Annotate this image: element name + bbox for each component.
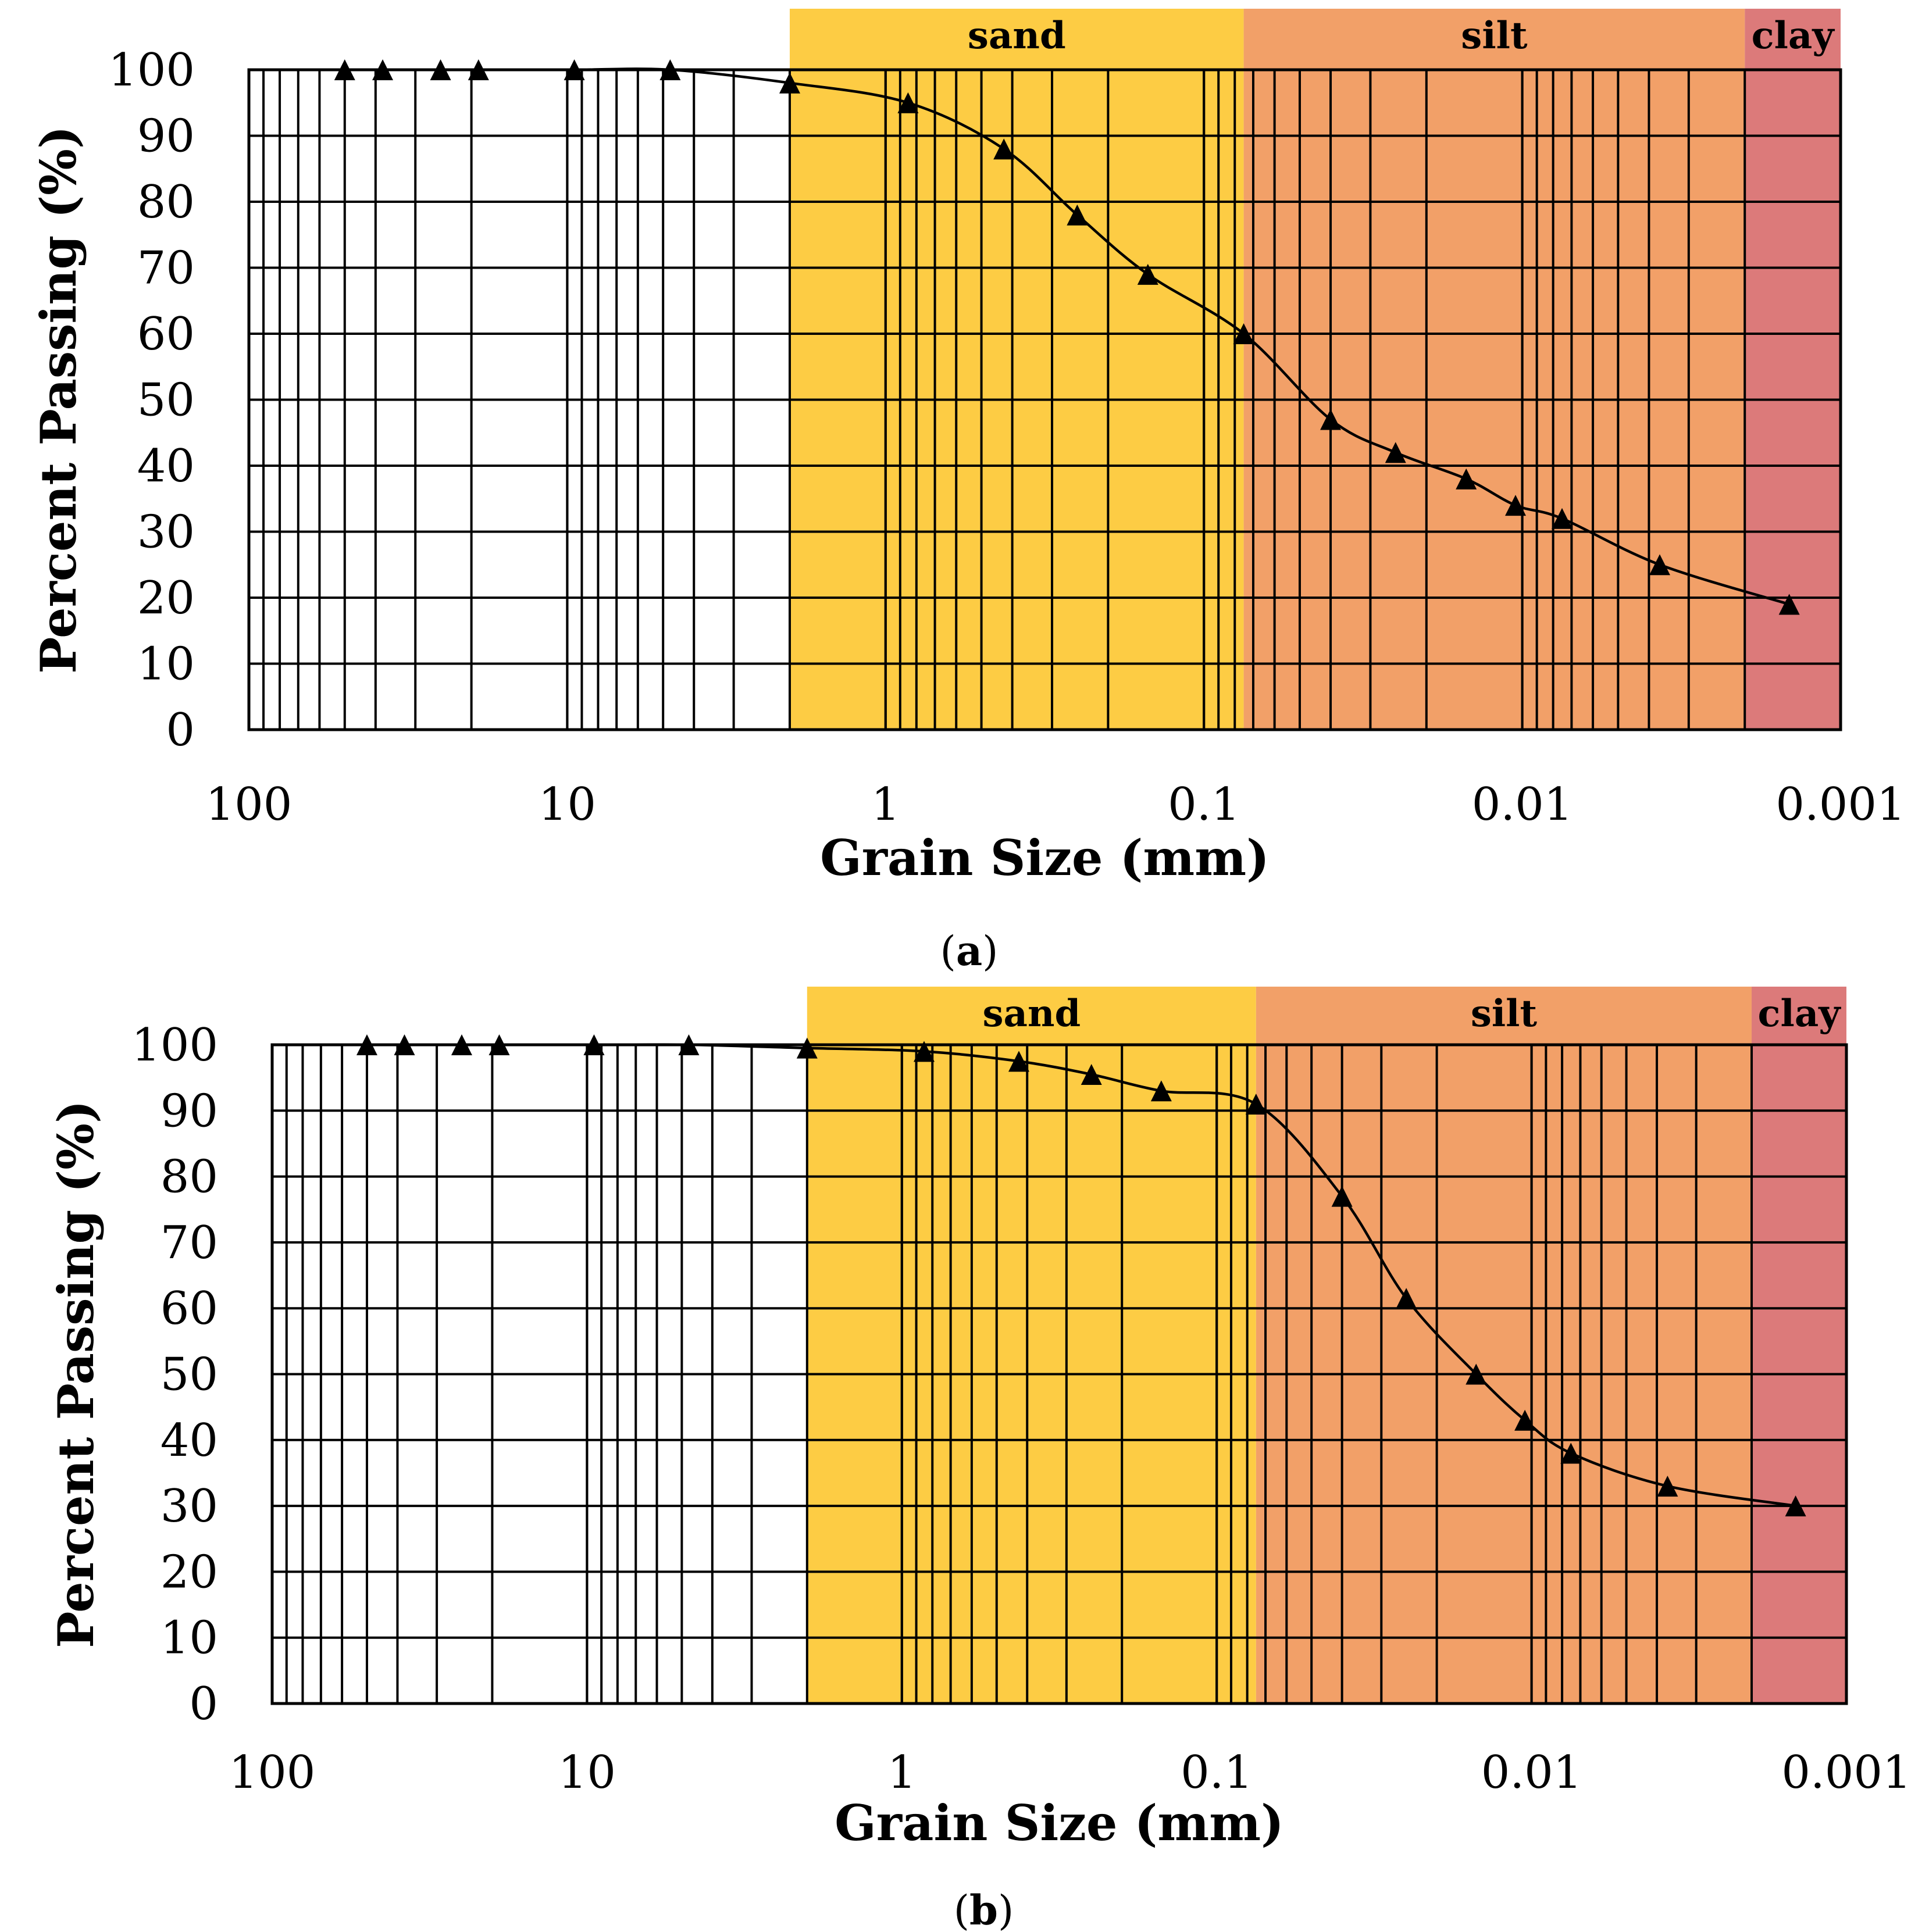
data-point-marker [1649,554,1670,576]
x-tick-label: 10 [558,1747,616,1799]
y-tick-label: 40 [161,1415,218,1467]
zone-band-sand [790,9,1244,730]
y-axis-label: Percent Passing (%) [47,1100,105,1648]
data-point-marker [779,72,801,94]
x-axis-label: Grain Size (mm) [820,829,1270,887]
data-point-marker [394,1034,415,1055]
zone-label-clay: clay [1758,992,1842,1035]
y-tick-label: 80 [161,1151,218,1204]
data-point-marker [564,59,585,80]
data-point-marker [583,1034,605,1055]
x-tick-label: 0.1 [1168,778,1240,831]
x-tick-label: 0.001 [1781,1747,1911,1799]
y-tick-label: 10 [161,1612,218,1665]
x-tick-label: 1 [887,1747,917,1799]
zone-band-clay [1745,9,1841,730]
x-tick-label: 10 [539,778,596,831]
x-tick-label: 0.01 [1472,778,1573,831]
plot-frame [247,68,1842,731]
data-point-marker [468,59,489,80]
data-point-marker [1331,1185,1353,1207]
data-point-marker [1551,508,1573,529]
zone-band-silt [1256,987,1752,1704]
zone-band-silt [1243,9,1745,730]
y-tick-label: 90 [137,110,195,163]
data-point-marker [1657,1476,1678,1497]
data-point-marker [1233,323,1254,344]
figure-caption: (b) [954,1886,1014,1932]
zone-label-silt: silt [1471,992,1538,1035]
y-tick-label: 50 [161,1349,218,1401]
y-tick-label: 30 [161,1480,218,1533]
y-tick-label: 20 [161,1546,218,1598]
y-tick-label: 20 [137,572,195,624]
data-point-marker [1385,442,1406,463]
data-point-marker [334,59,355,80]
x-tick-label: 0.001 [1775,778,1905,831]
data-point-marker [356,1034,377,1055]
data-point-marker [1785,1495,1806,1517]
x-axis-label: Grain Size (mm) [835,1794,1284,1852]
data-point-marker [1505,495,1527,516]
x-tick-label: 100 [206,778,293,831]
y-axis-label: Percent Passing (%) [30,126,87,674]
data-point-marker [897,92,919,113]
data-point-marker [993,138,1015,160]
data-point-marker [1456,468,1477,490]
y-tick-label: 0 [166,704,195,756]
y-tick-label: 70 [161,1217,218,1269]
y-tick-label: 60 [137,308,195,360]
data-point-marker [678,1034,700,1055]
data-point-marker [489,1034,510,1055]
data-point-marker [1320,409,1342,430]
y-tick-label: 70 [137,242,195,295]
data-point-marker [1466,1363,1487,1385]
zone-label-silt: silt [1461,14,1528,58]
y-tick-label: 80 [137,176,195,228]
y-tick-label: 90 [161,1085,218,1137]
y-tick-label: 0 [189,1678,218,1730]
data-point-marker [1560,1442,1582,1464]
x-tick-label: 100 [229,1747,316,1799]
y-tick-label: 100 [131,1019,218,1072]
chart-a: sand silt clay 100 10 1 0.1 0.01 0.001 0 10 20 30 40 5… [30,9,1906,975]
data-point-marker [796,1037,818,1059]
data-point-marker [1067,204,1088,226]
data-point-marker [372,59,394,80]
data-point-marker [1081,1063,1102,1085]
data-point-marker [1778,594,1800,615]
data-point-marker [1150,1080,1172,1102]
data-point-marker [451,1034,472,1055]
data-point-marker [1514,1409,1536,1431]
data-point-marker [1396,1288,1417,1309]
y-tick-label: 40 [137,440,195,492]
y-tick-label: 30 [137,506,195,559]
data-point-marker [659,59,681,80]
data-point-marker [1137,263,1158,285]
plot-frame [270,1043,1848,1705]
figure-caption: (a) [940,927,999,975]
y-tick-label: 60 [161,1283,218,1335]
zone-label-sand: sand [968,14,1066,58]
x-tick-label: 0.01 [1481,1747,1582,1799]
zone-label-sand: sand [982,992,1081,1035]
y-tick-label: 100 [108,44,195,97]
chart-b: sand silt clay 100 10 1 0.1 0.01 0.001 0 10 20 30 40 5… [47,987,1912,1932]
zone-band-clay [1752,987,1846,1704]
zone-label-clay: clay [1752,14,1835,58]
y-tick-label: 10 [137,638,195,691]
data-point-marker [1008,1051,1029,1072]
data-point-marker [1245,1093,1267,1115]
data-point-marker [430,59,451,80]
x-tick-label: 0.1 [1181,1747,1253,1799]
zone-band-sand [807,987,1256,1704]
x-tick-label: 1 [871,778,900,831]
data-point-marker [914,1041,935,1062]
y-tick-label: 50 [137,374,195,427]
